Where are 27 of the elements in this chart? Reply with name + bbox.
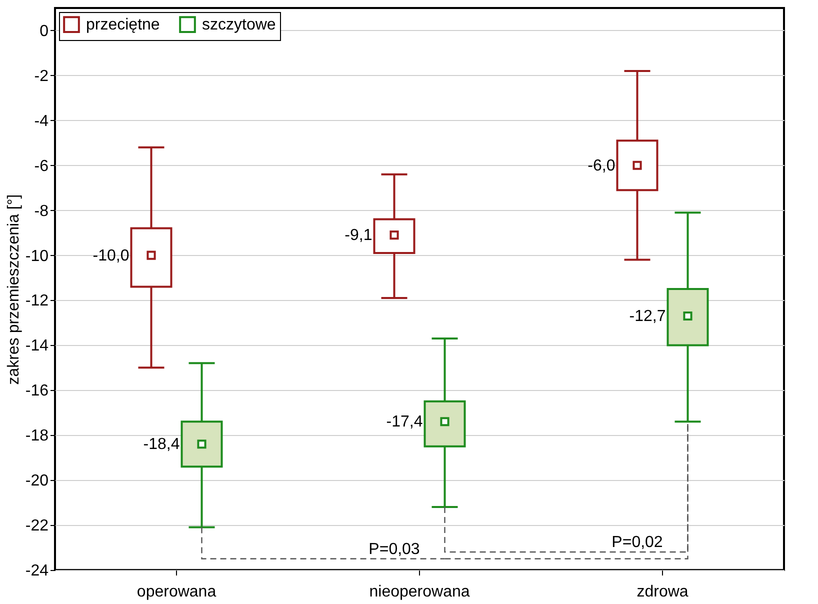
y-tick-label: -12	[25, 292, 49, 310]
legend-label: szczytowe	[202, 16, 276, 34]
y-tick-label: -8	[34, 202, 49, 220]
annotation: P=0,03	[368, 540, 420, 558]
y-tick-label: -2	[34, 68, 49, 85]
text: -18,4	[143, 436, 180, 454]
text: -6,0	[588, 157, 616, 174]
text: -10,0	[92, 247, 130, 264]
y-tick-label: 0	[40, 22, 49, 40]
y-tick-label: -6	[34, 158, 49, 175]
x-tick-label: nieoperowana	[369, 584, 470, 600]
annotation: P=0,02	[612, 534, 663, 552]
text: -17,4	[386, 414, 423, 431]
y-tick-label: -24	[25, 562, 49, 580]
y-tick-label: -16	[25, 382, 49, 400]
y-tick-label: -14	[25, 338, 49, 355]
text: -9,1	[344, 227, 372, 244]
text: -12,7	[629, 308, 666, 325]
legend-label: przeciętne	[86, 16, 160, 34]
y-tick-label: -10	[25, 248, 49, 265]
y-tick-label: -18	[25, 428, 49, 445]
y-tick-label: -4	[34, 112, 49, 130]
y-tick-label: -22	[25, 518, 49, 535]
y-tick-label: -20	[25, 472, 49, 490]
x-tick-label: operowana	[136, 584, 216, 600]
x-tick-label: zdrowa	[636, 584, 688, 600]
y-axis-title: zakres przemieszczenia [°]	[5, 194, 22, 385]
